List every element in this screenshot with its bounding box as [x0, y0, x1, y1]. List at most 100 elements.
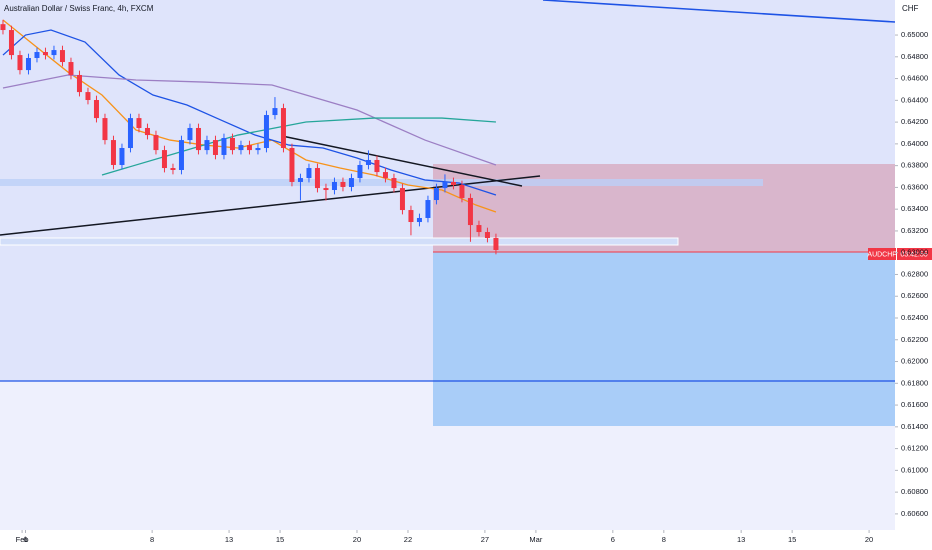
candle-body: [263, 115, 269, 149]
level-band: [0, 179, 763, 186]
candle-body: [110, 140, 116, 165]
candle-body: [68, 62, 74, 75]
y-tick-label: 0.60800: [901, 487, 928, 496]
moving-average: [2, 19, 497, 213]
candle-body: [178, 140, 184, 170]
candle-body: [425, 200, 431, 218]
candle-body: [306, 168, 312, 179]
candle-body: [289, 148, 295, 182]
moving-average: [2, 74, 497, 166]
candle-body: [323, 188, 329, 191]
x-tick-label: 27: [481, 535, 489, 544]
candle-body: [442, 181, 448, 189]
marks: [0, 19, 499, 255]
y-tick-label: 0.64600: [901, 74, 928, 83]
candle-body: [280, 108, 286, 149]
candle-body: [467, 197, 473, 226]
y-tick-label: 0.64000: [901, 139, 928, 148]
y-tick-label: 0.61200: [901, 444, 928, 453]
candle-body: [76, 74, 82, 93]
candle-body: [399, 188, 405, 211]
candle-body: [51, 50, 57, 56]
candle-body: [272, 108, 278, 116]
x-tick-label: 22: [404, 535, 412, 544]
x-tick-label: 8: [662, 535, 666, 544]
candle-body: [25, 58, 31, 71]
candle-body: [42, 52, 48, 56]
candle-body: [255, 148, 261, 151]
moving-average: [2, 29, 497, 196]
candle-body: [374, 159, 380, 173]
y-tick-label: 0.63200: [901, 226, 928, 235]
candle-body: [17, 55, 23, 71]
x-tick-label: 15: [276, 535, 284, 544]
trend-line: [0, 175, 541, 236]
candle-body: [34, 52, 40, 59]
chart-title: Australian Dollar / Swiss Franc, 4h, FXC…: [4, 4, 154, 13]
candle-body: [416, 217, 422, 223]
trend-line: [281, 135, 523, 187]
y-tick-label: 0.64200: [901, 117, 928, 126]
candle-body: [476, 225, 482, 233]
y-tick-label: 0.60600: [901, 509, 928, 518]
candle-body: [8, 30, 14, 56]
y-tick-label: 0.62200: [901, 335, 928, 344]
candle-body: [187, 127, 193, 141]
candle-body: [221, 137, 227, 155]
candle-body: [170, 168, 176, 170]
y-tick-label: 0.61400: [901, 422, 928, 431]
candle-body: [144, 127, 150, 136]
candle-body: [297, 178, 303, 182]
candle-body: [85, 92, 91, 101]
currency: CHF: [902, 4, 919, 13]
candle-body: [153, 135, 159, 151]
candle-body: [493, 238, 499, 250]
candle-body: [382, 172, 388, 179]
x-tick-label: Feb: [16, 535, 29, 544]
candle-body: [450, 181, 456, 186]
candle-body: [161, 150, 167, 169]
candle-body: [391, 178, 397, 189]
y-tick-label: 0.62600: [901, 291, 928, 300]
candle-body: [408, 210, 414, 223]
target-zone: [433, 252, 895, 426]
y-tick-label: 0.63600: [901, 182, 928, 191]
y-tick-label: 0.65000: [901, 30, 928, 39]
time-axis: [0, 530, 895, 550]
y-tick-label: 0.63400: [901, 204, 928, 213]
candle-body: [348, 178, 354, 187]
candle-body: [331, 181, 337, 191]
x-tick-label: 13: [225, 535, 233, 544]
candle-body: [93, 100, 99, 119]
candle-body: [246, 145, 252, 151]
candle-body: [365, 159, 371, 165]
candle-body: [204, 140, 210, 151]
x-tick-label: 8: [150, 535, 154, 544]
candle-body: [314, 168, 320, 189]
y-tick-label: 0.61600: [901, 400, 928, 409]
trend-line: [542, 0, 896, 23]
price-axis: [895, 0, 932, 550]
countdown-tag: [897, 248, 932, 260]
candle-body: [195, 127, 201, 151]
candle-body: [484, 232, 490, 239]
candle-body: [340, 181, 346, 187]
candle-body: [433, 188, 439, 201]
x-tick-label: 6: [611, 535, 615, 544]
x-tick-label: 20: [353, 535, 361, 544]
candle-body: [212, 140, 218, 155]
y-tick-label: 0.63000: [901, 248, 928, 257]
x-tick-label: 6: [23, 535, 27, 544]
candle-body: [102, 118, 108, 141]
candle-body: [459, 185, 465, 198]
candle-body: [238, 145, 244, 151]
candle-body: [229, 137, 235, 151]
level-band: [0, 237, 679, 246]
candle-body: [127, 118, 133, 149]
candle-body: [357, 164, 363, 179]
y-tick-label: 0.62000: [901, 357, 928, 366]
candle-body: [0, 24, 6, 31]
y-tick-label: 0.61800: [901, 378, 928, 387]
candle-body: [59, 50, 65, 63]
